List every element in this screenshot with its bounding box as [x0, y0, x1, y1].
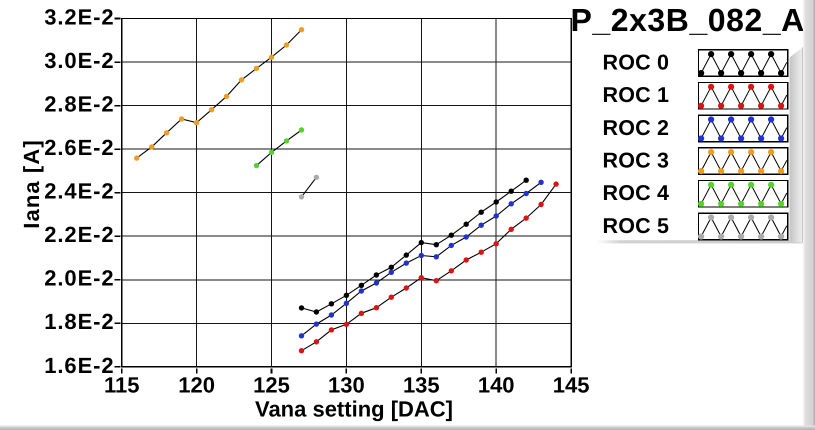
svg-text:2.8E-2: 2.8E-2 [44, 92, 114, 117]
svg-text:145: 145 [553, 373, 590, 398]
svg-text:2.0E-2: 2.0E-2 [44, 266, 114, 291]
svg-text:2.4E-2: 2.4E-2 [44, 179, 114, 204]
svg-text:ROC 3: ROC 3 [603, 149, 670, 173]
svg-text:130: 130 [328, 373, 365, 398]
svg-text:ROC 0: ROC 0 [603, 51, 670, 75]
svg-text:135: 135 [403, 373, 440, 398]
svg-text:1.8E-2: 1.8E-2 [44, 309, 114, 334]
svg-text:140: 140 [478, 373, 515, 398]
svg-text:ROC 5: ROC 5 [603, 214, 670, 238]
svg-text:115: 115 [104, 373, 140, 398]
svg-text:Iana [A]: Iana [A] [19, 139, 44, 228]
svg-text:1.6E-2: 1.6E-2 [44, 353, 114, 378]
svg-text:3.2E-2: 3.2E-2 [44, 4, 114, 29]
svg-text:2.2E-2: 2.2E-2 [44, 222, 114, 247]
svg-text:Vana setting [DAC]: Vana setting [DAC] [255, 397, 453, 422]
svg-text:P_2x3B_082_A: P_2x3B_082_A [571, 2, 805, 38]
svg-text:2.6E-2: 2.6E-2 [44, 135, 114, 160]
svg-text:ROC 4: ROC 4 [603, 181, 670, 205]
svg-text:120: 120 [178, 373, 215, 398]
svg-text:125: 125 [253, 373, 290, 398]
svg-text:3.0E-2: 3.0E-2 [44, 48, 114, 73]
svg-text:ROC 2: ROC 2 [603, 116, 670, 140]
svg-text:ROC 1: ROC 1 [603, 83, 670, 107]
